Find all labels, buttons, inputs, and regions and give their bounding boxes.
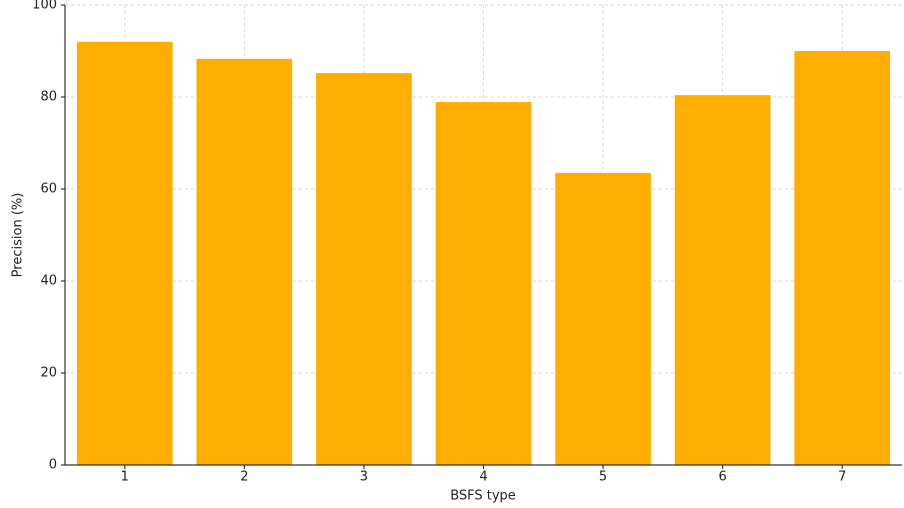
bar [196, 58, 293, 465]
x-tick-label: 5 [599, 470, 607, 485]
y-tick-label: 100 [32, 0, 57, 13]
bar [794, 51, 891, 465]
bar [76, 41, 173, 466]
y-tick-label: 60 [40, 182, 57, 197]
x-tick-label: 1 [121, 470, 129, 485]
x-tick-label: 6 [719, 470, 727, 485]
bar [674, 95, 771, 465]
x-tick-label: 7 [838, 470, 846, 485]
x-tick-label: 2 [240, 470, 248, 485]
bar [555, 172, 651, 465]
bar [435, 102, 532, 465]
y-tick-label: 80 [40, 90, 57, 105]
y-tick-label: 0 [49, 458, 57, 473]
x-axis-label: BSFS type [450, 489, 516, 504]
y-tick-label: 20 [40, 366, 57, 381]
y-tick-label: 40 [40, 274, 57, 289]
x-tick-label: 3 [360, 470, 368, 485]
bar [316, 73, 412, 465]
x-tick-label: 4 [479, 470, 487, 485]
y-axis-label: Precision (%) [11, 193, 26, 278]
